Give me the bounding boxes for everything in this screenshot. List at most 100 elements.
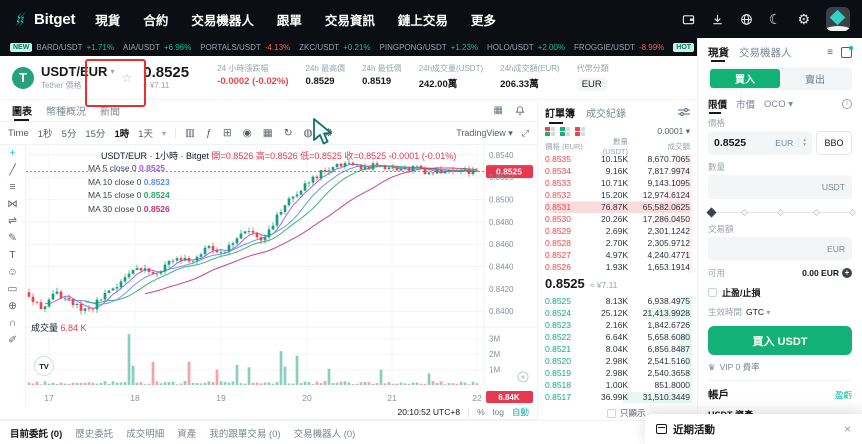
timeframe-dropdown-icon[interactable]: ▾ xyxy=(162,128,167,138)
trade-tab-1[interactable]: 現貨 xyxy=(708,43,729,62)
orderbook-ask-row[interactable]: 0.8530 20.26K 17,286.0450 xyxy=(545,213,692,225)
buy-submit-button[interactable]: 買入 USDT xyxy=(708,326,852,355)
bottom-tab-6[interactable]: 交易機器人 (0) xyxy=(293,428,356,440)
xabcd-pattern-icon[interactable]: ⋈ xyxy=(7,198,18,210)
bottom-tab-5[interactable]: 我的跟單交易 (0) xyxy=(209,428,281,440)
ticker-item[interactable]: PORTALS/USDT -4.13% xyxy=(200,43,290,52)
orderbook-tab-2[interactable]: 成交紀錄 xyxy=(586,108,626,120)
nav-item-7[interactable]: 更多 xyxy=(470,13,496,28)
price-stepper[interactable]: ▴ ▾ xyxy=(798,137,806,148)
vip-fee-row[interactable]: ♛ VIP 0 費率 xyxy=(708,361,852,373)
view-tab-3[interactable]: 新聞 xyxy=(100,107,120,118)
orderbook-ask-row[interactable]: 0.8527 4.97K 4,240.4771 xyxy=(545,249,692,261)
wallet-icon[interactable] xyxy=(682,13,695,26)
fullscreen-icon[interactable]: ⤢ xyxy=(521,127,529,138)
ruler-icon[interactable]: ▭ xyxy=(7,283,18,295)
zoom-in-icon[interactable]: ⊕ xyxy=(8,300,17,312)
bitget-logo[interactable]: Bitget xyxy=(12,11,75,28)
amount-slider[interactable] xyxy=(706,207,857,218)
orderbook-bid-row[interactable]: 0.8521 8.04K 6,856.8487 xyxy=(545,343,692,355)
ticker-item[interactable]: ZKC/USDT +0.21% xyxy=(299,43,370,52)
camera-icon[interactable]: ◉ xyxy=(242,127,252,139)
orderbook-tab-1[interactable]: 訂單簿 xyxy=(545,100,575,124)
brush-icon[interactable]: ✎ xyxy=(8,232,17,244)
orderbook-ask-row[interactable]: 0.8531 76.87K 65,582.0625 xyxy=(545,201,692,213)
orderbook-bid-row[interactable]: 0.8524 25.12K 21,413.9928 xyxy=(545,307,692,319)
nav-item-4[interactable]: 跟單 xyxy=(276,13,302,28)
candlestick-chart[interactable]: 0.8525 6.84K 0.8540 0.8520 0.8500 0.8480 0.846… xyxy=(26,145,537,405)
refresh-icon[interactable]: ↻ xyxy=(283,127,293,139)
orderbook-mid[interactable]: 0.8525 ≈ ¥7.11 xyxy=(545,273,690,295)
orderbook-ask-row[interactable]: 0.8528 2.70K 2,305.9712 xyxy=(545,237,692,249)
magnet-icon[interactable]: ∩ xyxy=(8,317,17,329)
precision-select[interactable]: 0.0001 ▾ xyxy=(657,126,690,136)
moon-icon[interactable]: ☾ xyxy=(768,11,782,27)
tradingview-menu[interactable]: TradingView ▾ xyxy=(456,127,513,138)
ticker-item[interactable]: NEW BARD/USDT +1.71% xyxy=(10,42,114,52)
ticker-item[interactable]: HOLO/USDT +2.00% xyxy=(487,43,565,52)
pair-block[interactable]: USDT/EUR ▾ Tether 價格 xyxy=(41,64,114,91)
order-type-1[interactable]: 限價 xyxy=(708,97,727,114)
ticker-item[interactable]: PINGPONG/USDT +1.23% xyxy=(380,43,478,52)
recent-activity-popup[interactable]: 近期活動 × xyxy=(645,414,862,444)
auto-scale-button[interactable]: 自動 xyxy=(511,407,529,417)
info-icon[interactable]: i xyxy=(842,99,852,109)
orderbook-ask-row[interactable]: 0.8532 15.20K 12,974.6124 xyxy=(545,189,692,201)
orderbook-bid-row[interactable]: 0.8523 2.16K 1,842.6726 xyxy=(545,319,692,331)
slider-dot-4[interactable] xyxy=(812,208,821,217)
alert-bell-icon[interactable] xyxy=(515,105,525,116)
chart-style-icon[interactable]: ▥ xyxy=(185,127,195,139)
orderbook-ask-row[interactable]: 0.8529 2.69K 2,301.1242 xyxy=(545,225,692,237)
nav-item-5[interactable]: 交易資訊 xyxy=(324,13,375,28)
close-icon[interactable]: × xyxy=(843,422,851,436)
orderbook-bid-row[interactable]: 0.8517 36.99K 31,510.3449 xyxy=(545,391,692,403)
bottom-tab-4[interactable]: 資產 xyxy=(177,428,197,440)
depth-asks-icon[interactable] xyxy=(575,127,585,136)
tpsl-checkbox[interactable] xyxy=(708,288,717,297)
timeframe-15分[interactable]: 15分 xyxy=(85,129,106,140)
view-tab-1[interactable]: 圖表 xyxy=(12,100,32,121)
order-type-2[interactable]: 市價 xyxy=(736,100,756,111)
percent-scale-button[interactable]: % xyxy=(477,407,485,417)
orderbook-ask-row[interactable]: 0.8533 10.71K 9,143.1095 xyxy=(545,177,692,189)
view-tab-2[interactable]: 幣種概況 xyxy=(46,107,86,118)
reset-icon[interactable]: ◍ xyxy=(303,127,313,139)
crosshair-icon[interactable]: + xyxy=(9,147,16,159)
orderbook-bid-row[interactable]: 0.8522 6.64K 5,658.6080 xyxy=(545,331,692,343)
orderbook-ask-row[interactable]: 0.8534 9.16K 7,817.9974 xyxy=(545,165,692,177)
pnl-link[interactable]: 盈虧 xyxy=(834,389,852,400)
nav-item-3[interactable]: 交易機器人 xyxy=(191,13,254,28)
slider-dot-2[interactable] xyxy=(740,208,749,217)
quantity-input[interactable]: USDT xyxy=(708,175,852,199)
orderbook-ask-row[interactable]: 0.8535 10.15K 8,670.7065 xyxy=(545,153,692,165)
slider-dot-1[interactable] xyxy=(706,207,717,218)
avatar[interactable] xyxy=(826,7,850,31)
orderbook-bid-row[interactable]: 0.8519 2.98K 2,540.3658 xyxy=(545,367,692,379)
ticker-item[interactable]: AIA/USDT +6.96% xyxy=(123,43,191,52)
gear-icon[interactable]: ⚙ xyxy=(797,11,810,27)
tif-row[interactable]: 生效時間 GTC ▾ xyxy=(708,307,771,317)
emoji-icon[interactable]: ☺ xyxy=(7,266,18,278)
channel-icon[interactable]: ⇌ xyxy=(8,215,17,227)
nav-item-2[interactable]: 合約 xyxy=(143,13,169,28)
bottom-tab-1[interactable]: 目前委託 (0) xyxy=(10,428,63,440)
orders-list-icon[interactable]: ≡ xyxy=(827,46,833,58)
depth-bids-icon[interactable] xyxy=(560,127,570,136)
total-input[interactable]: EUR xyxy=(708,237,852,261)
timeframe-1時[interactable]: 1時 xyxy=(114,129,130,140)
bbo-button[interactable]: BBO xyxy=(816,131,852,155)
orderbook-settings-icon[interactable] xyxy=(678,107,690,117)
edit-lock-icon[interactable]: ✐ xyxy=(8,334,17,346)
orderbook-ask-row[interactable]: 0.8526 1.93K 1,653.1914 xyxy=(545,261,692,273)
show-only-checkbox[interactable] xyxy=(607,408,616,418)
sell-tab[interactable]: 賣出 xyxy=(805,75,825,86)
orderbook-bid-row[interactable]: 0.8520 2.98K 2,541.5160 xyxy=(545,355,692,367)
indicators-icon[interactable]: ƒ xyxy=(205,127,212,139)
tradingview-logo[interactable]: TV xyxy=(34,356,54,376)
price-input[interactable]: 0.8525 EUR ▴ ▾ xyxy=(708,131,812,155)
calendar-icon[interactable]: ▦ xyxy=(262,127,273,139)
deposit-plus-icon[interactable]: + xyxy=(842,268,852,278)
text-icon[interactable]: T xyxy=(9,249,16,261)
chart-area[interactable]: + ╱ ≡ ⋈ ⇌ ✎ T ☺ ▭ ⊕ ∩ ✐ 0.8525 6.84K 0.8540 0.8520 0.85… xyxy=(0,145,537,405)
depth-both-icon[interactable] xyxy=(545,127,555,136)
